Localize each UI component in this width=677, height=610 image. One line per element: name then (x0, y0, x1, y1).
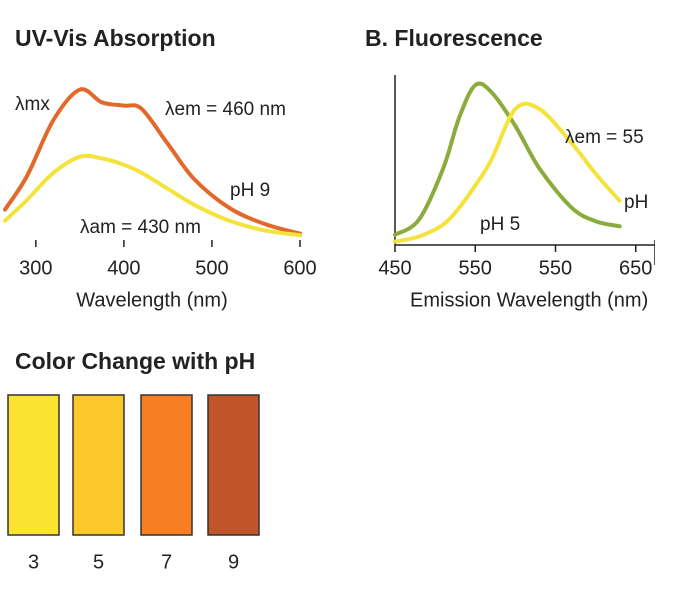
annotation: λmx (15, 94, 50, 115)
color-swatch (140, 394, 193, 536)
annotation: λem = 55 (565, 127, 644, 148)
annotation: λem = 460 nm (165, 99, 286, 120)
x-tick-label: 650 (619, 257, 652, 279)
chart-title: UV-Vis Absorption (15, 25, 216, 51)
x-tick-label: 450 (378, 257, 411, 279)
x-tick-label: 600 (283, 257, 316, 279)
annotation: pH 9 (230, 180, 270, 201)
swatch-label: 5 (93, 551, 104, 573)
series-line (393, 81, 622, 237)
x-axis-label: Wavelength (nm) (76, 289, 228, 311)
series-line (393, 101, 622, 244)
x-tick-label: 400 (107, 257, 140, 279)
series-line (3, 87, 302, 236)
series-line (3, 153, 302, 238)
line-chart: UV-Vis Absorption 300 400 500 600 Wavelength … (3, 25, 317, 311)
color-swatch (7, 394, 60, 536)
swatch-label: 9 (228, 551, 239, 573)
x-tick-label: 500 (195, 257, 228, 279)
chart-title: B. Fluorescence (365, 25, 543, 51)
swatch-label: 3 (28, 551, 39, 573)
x-tick-label: 300 (19, 257, 52, 279)
annotation: pH (624, 192, 648, 213)
x-axis-label: Emission Wavelength (nm) (410, 289, 648, 311)
swatch-panel: Color Change with pH 3 5 7 9 (7, 348, 260, 573)
swatch-label: 7 (161, 551, 172, 573)
annotation: pH 5 (480, 214, 520, 235)
x-tick-label: 550 (539, 257, 572, 279)
color-swatch (72, 394, 125, 536)
x-tick-label: 550 (459, 257, 492, 279)
annotation: λam = 430 nm (80, 217, 201, 238)
chart-title: Color Change with pH (15, 348, 255, 374)
color-swatch (207, 394, 260, 536)
line-chart: B. Fluorescence 450 550 550 650 Emission Wave… (365, 25, 655, 311)
